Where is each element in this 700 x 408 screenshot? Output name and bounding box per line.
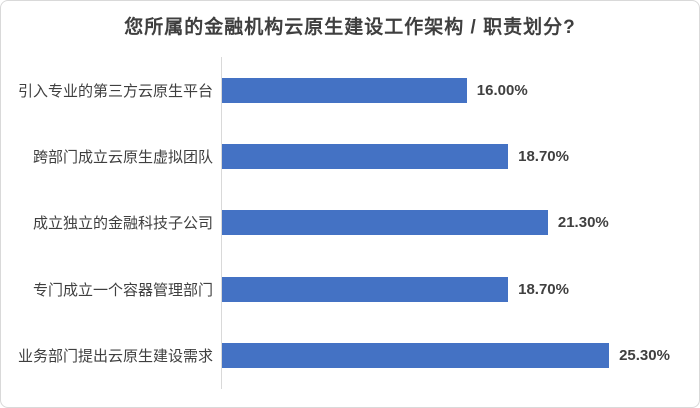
chart-row: 业务部门提出云原生建设需求 25.30% bbox=[1, 322, 699, 389]
bar bbox=[222, 77, 467, 103]
chart-title: 您所属的金融机构云原生建设工作架构 / 职责划分? bbox=[124, 17, 576, 38]
category-label: 专门成立一个容器管理部门 bbox=[32, 281, 213, 299]
value-label: 25.30% bbox=[619, 347, 670, 365]
bar-zone: 18.70% bbox=[221, 256, 681, 323]
category-label: 引入专业的第三方云原生平台 bbox=[17, 82, 213, 100]
chart-row: 引入专业的第三方云原生平台 16.00% bbox=[1, 57, 699, 124]
value-label: 16.00% bbox=[476, 81, 528, 99]
bar-zone: 16.00% bbox=[221, 57, 681, 124]
category-label: 成立独立的金融科技子公司 bbox=[32, 215, 213, 233]
bar-zone: 25.30% bbox=[221, 322, 681, 389]
value-label: 18.70% bbox=[518, 280, 569, 298]
chart-row: 专门成立一个容器管理部门 18.70% bbox=[1, 256, 699, 323]
value-label: 21.30% bbox=[557, 214, 609, 232]
chart-row: 跨部门成立云原生虚拟团队 18.70% bbox=[1, 123, 699, 190]
category-label: 跨部门成立云原生虚拟团队 bbox=[32, 149, 213, 167]
bar bbox=[222, 210, 548, 236]
bar bbox=[222, 343, 610, 369]
bar-zone: 18.70% bbox=[221, 123, 681, 190]
chart-row: 成立独立的金融科技子公司 21.30% bbox=[1, 189, 699, 257]
bar-chart: 引入专业的第三方云原生平台 16.00% 跨部门成立云原生虚拟团队 18.70%… bbox=[1, 57, 699, 389]
value-label: 18.70% bbox=[518, 148, 569, 166]
bar-zone: 21.30% bbox=[221, 189, 681, 257]
bar bbox=[222, 276, 509, 302]
bar bbox=[222, 144, 509, 170]
category-label: 业务部门提出云原生建设需求 bbox=[17, 348, 213, 366]
